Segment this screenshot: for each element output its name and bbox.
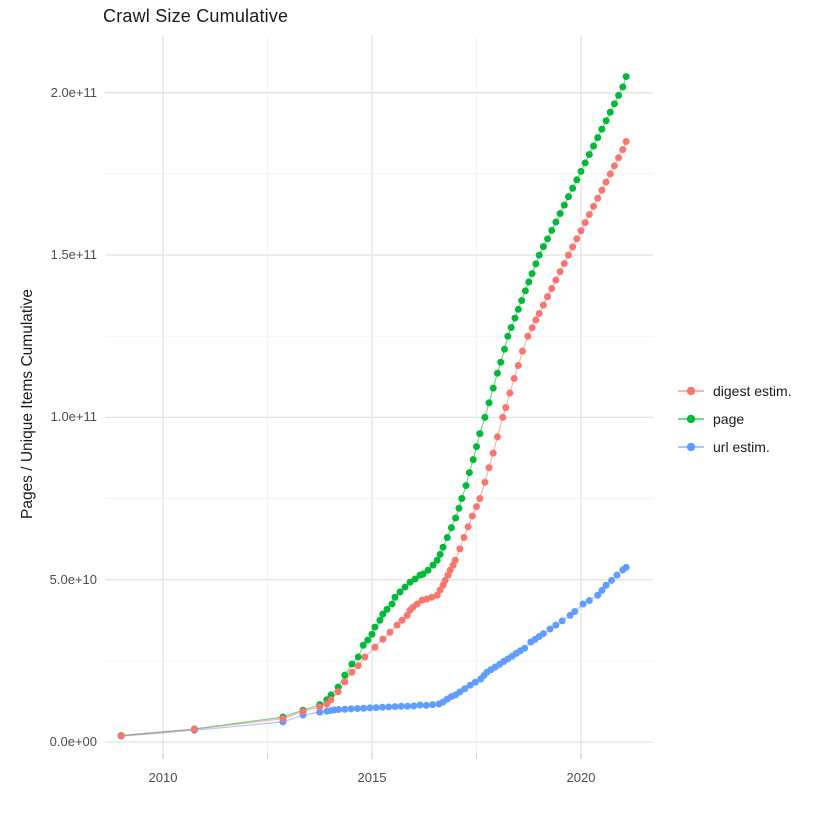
legend-item-digest-estim: digest estim. <box>677 381 792 400</box>
legend-key-icon <box>678 386 704 395</box>
legend-label: page <box>713 410 745 427</box>
legend-key-icon <box>678 442 704 451</box>
x-tick-label: 2015 <box>357 770 387 785</box>
x-tick-label: 2020 <box>566 770 596 785</box>
legend-key-icon <box>678 414 704 423</box>
legend-label: url estim. <box>713 438 770 455</box>
y-tick-label: 0.0e+00 <box>49 734 97 749</box>
y-tick-label: 5.0e+10 <box>49 571 97 587</box>
legend: digest estim. page url estim. <box>677 381 792 456</box>
y-tick-label: 1.0e+11 <box>50 409 97 425</box>
x-tick-label: 2010 <box>148 770 178 785</box>
legend-item-page: page <box>677 409 792 428</box>
legend-label: digest estim. <box>713 382 792 399</box>
y-tick-label: 2.0e+11 <box>50 84 97 100</box>
legend-item-url-estim: url estim. <box>677 437 792 456</box>
y-tick-label: 1.5e+11 <box>50 247 97 263</box>
chart-title: Crawl Size Cumulative <box>103 6 289 26</box>
